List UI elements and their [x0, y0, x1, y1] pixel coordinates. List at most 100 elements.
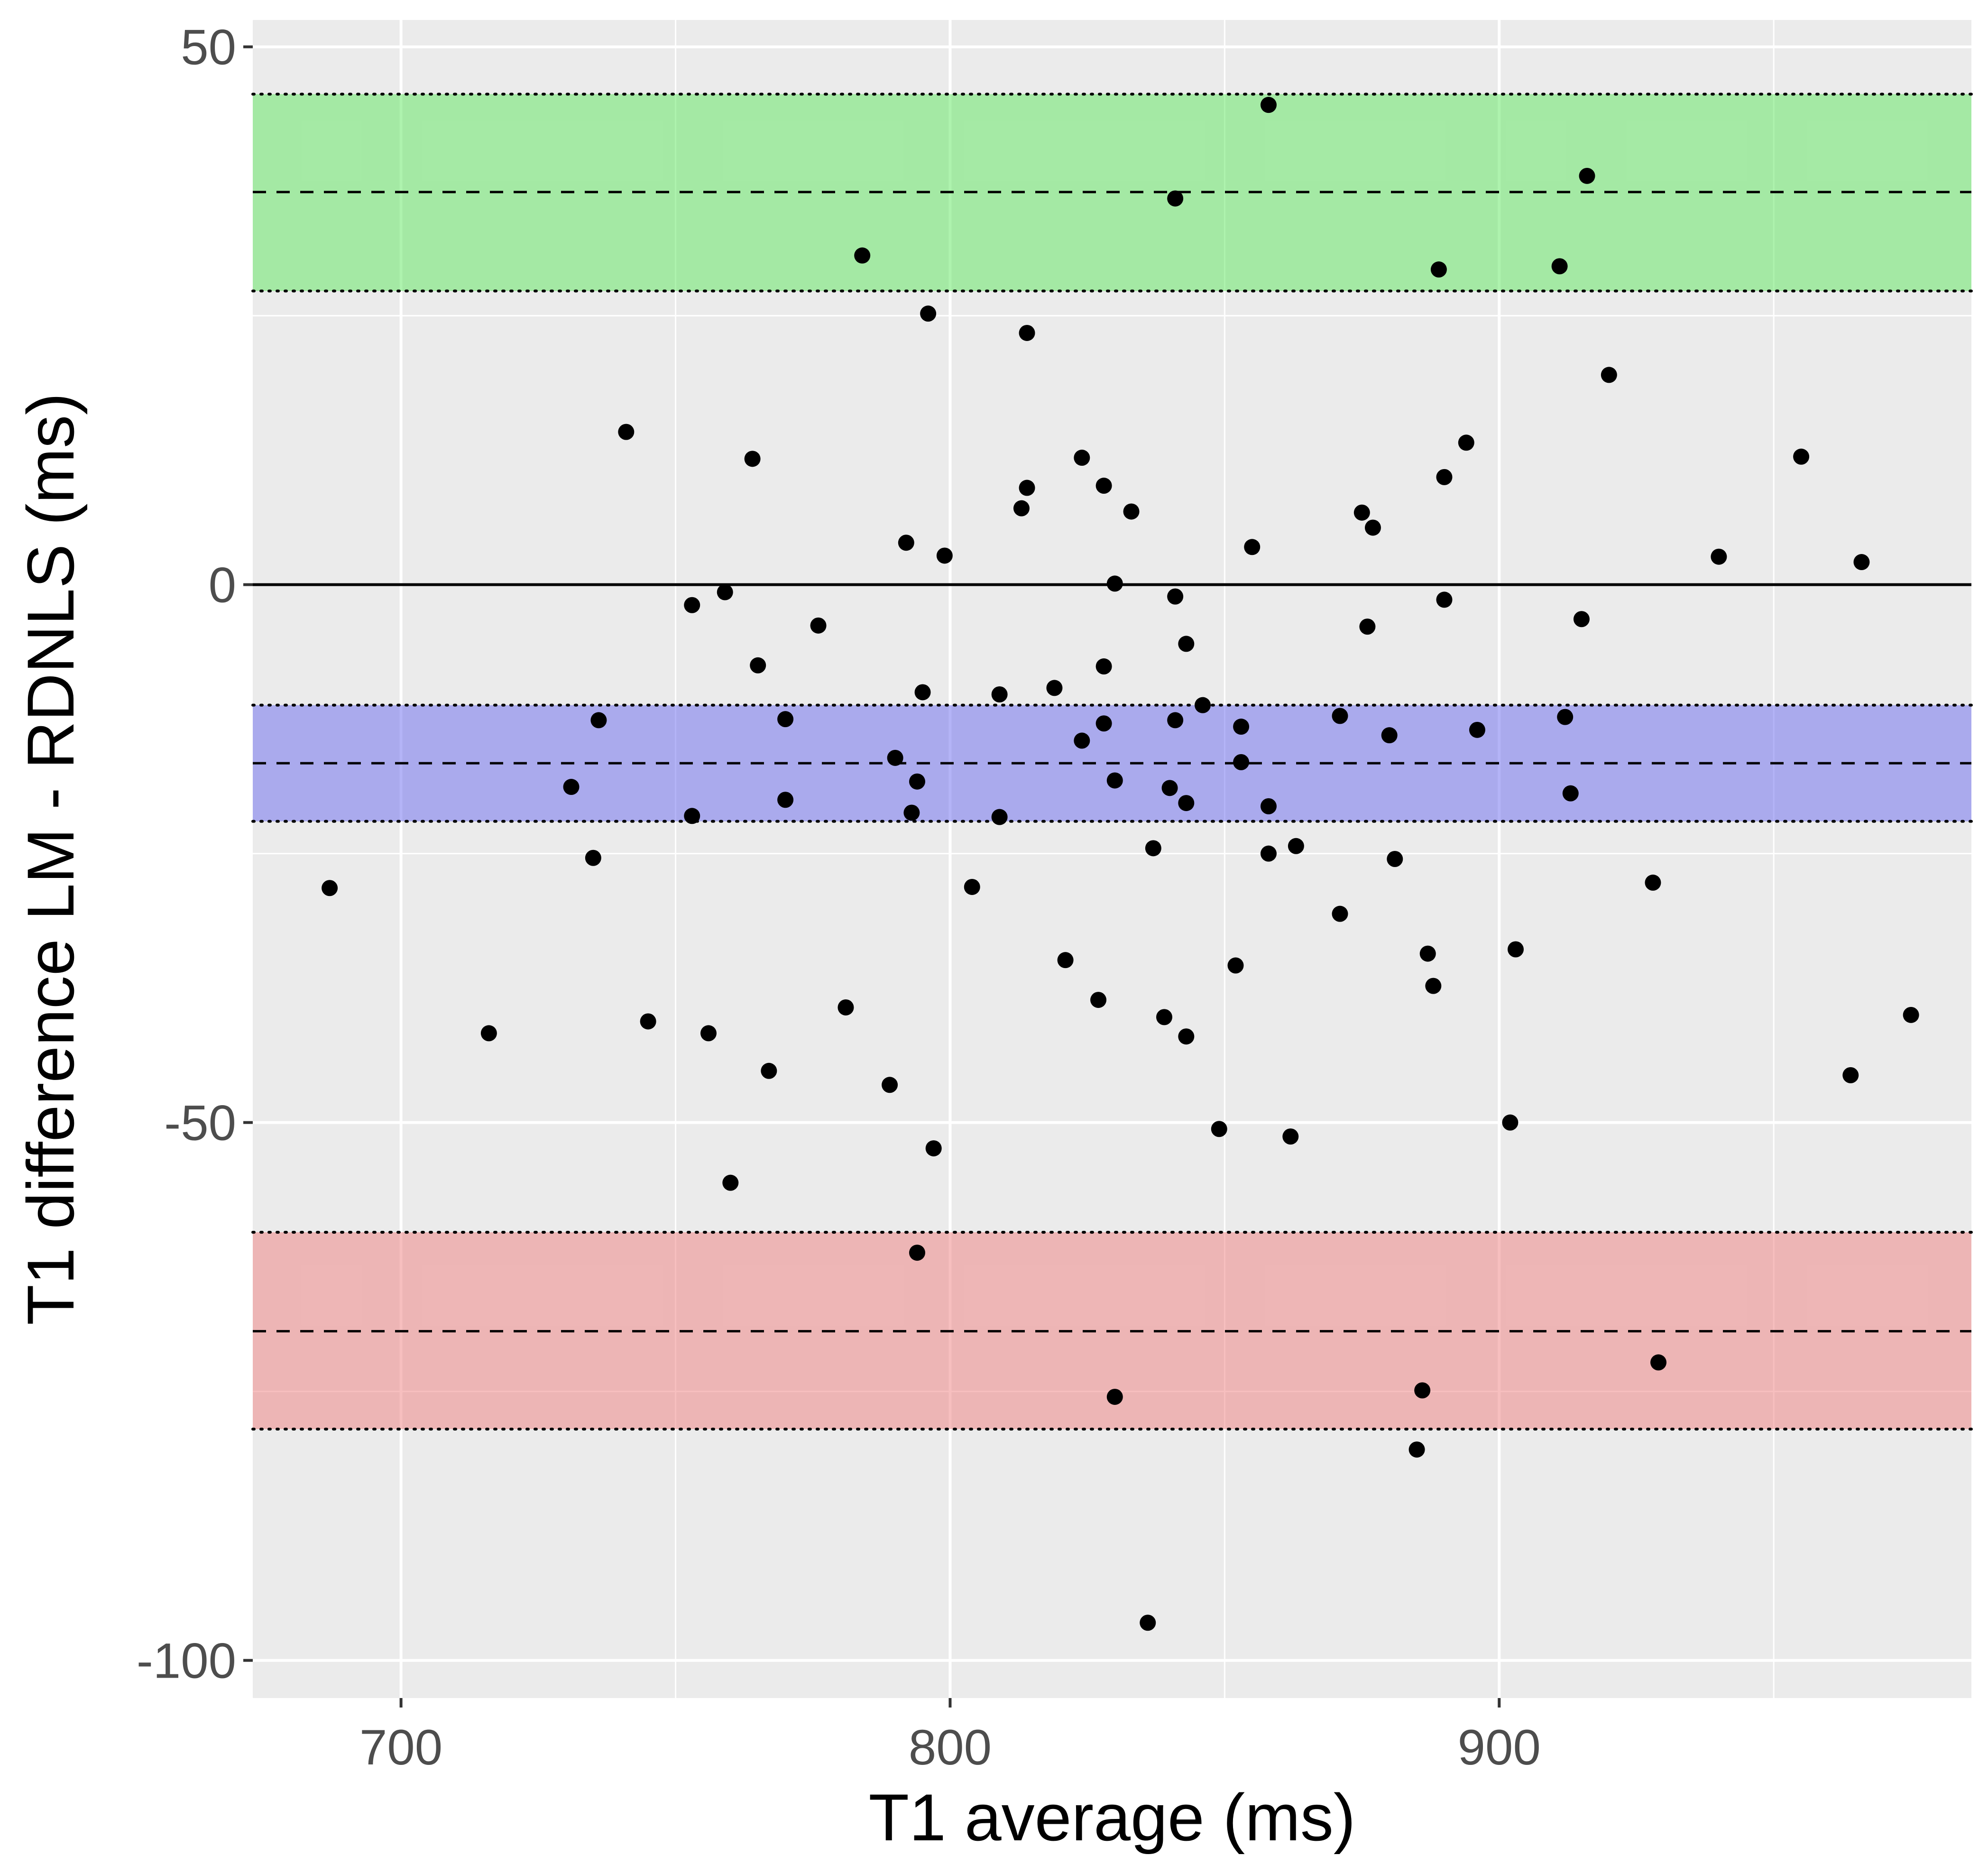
data-point	[920, 305, 937, 322]
data-point	[936, 547, 953, 564]
data-point	[1123, 503, 1140, 520]
data-point	[1645, 874, 1661, 891]
data-point	[722, 1174, 739, 1191]
data-point	[1057, 952, 1074, 969]
x-axis-ticks: 700 800 900	[359, 1698, 1541, 1775]
data-point	[1282, 1128, 1299, 1145]
data-point	[1650, 1354, 1667, 1371]
data-point	[1095, 715, 1112, 732]
data-point	[1436, 591, 1453, 608]
data-point	[777, 792, 794, 808]
x-tick-label: 900	[1458, 1720, 1541, 1775]
data-point	[1601, 367, 1617, 383]
data-point	[887, 749, 903, 766]
data-point	[1502, 1114, 1519, 1131]
x-tick-label: 700	[359, 1720, 442, 1775]
data-point	[903, 804, 920, 821]
x-tick-label: 800	[909, 1720, 992, 1775]
data-point	[898, 535, 914, 551]
data-point	[750, 657, 766, 674]
data-point	[1430, 261, 1447, 278]
data-point	[810, 617, 827, 634]
data-point	[1019, 324, 1035, 341]
data-point	[1353, 504, 1370, 521]
data-point	[1408, 1441, 1425, 1458]
data-point	[914, 684, 931, 701]
y-axis-title: T1 difference LM - RDNLS (ms)	[13, 393, 88, 1325]
data-point	[1167, 712, 1184, 729]
data-point	[1167, 190, 1184, 207]
data-point	[618, 424, 635, 440]
data-point	[777, 711, 794, 728]
data-point	[1227, 957, 1244, 974]
y-tick-label: -100	[137, 1634, 236, 1689]
data-point	[1436, 469, 1453, 485]
data-point	[1233, 719, 1250, 735]
data-point	[1579, 167, 1595, 184]
data-point	[838, 999, 854, 1015]
data-point	[1260, 97, 1277, 113]
data-point	[1106, 772, 1123, 789]
data-point	[1244, 539, 1261, 555]
data-point	[684, 808, 700, 824]
y-tick-label: 0	[209, 558, 236, 613]
data-point	[1508, 941, 1524, 958]
data-point	[1359, 619, 1376, 635]
data-point	[640, 1013, 656, 1030]
agreement-bands	[251, 92, 1973, 1431]
data-point	[1233, 754, 1250, 770]
data-point	[744, 451, 761, 467]
data-point	[854, 247, 871, 264]
data-point	[1019, 480, 1035, 496]
data-point	[925, 1140, 942, 1157]
data-point	[1090, 992, 1107, 1008]
data-point	[1178, 795, 1195, 812]
data-point	[322, 880, 338, 896]
data-point	[1425, 978, 1442, 994]
data-points	[322, 97, 1919, 1631]
data-point	[1178, 636, 1195, 652]
data-point	[1364, 519, 1381, 536]
data-point	[761, 1062, 777, 1079]
data-point	[964, 878, 980, 895]
data-point	[1156, 1009, 1172, 1025]
data-point	[1332, 905, 1348, 922]
data-point	[1140, 1615, 1156, 1631]
x-axis-title: T1 average (ms)	[869, 1780, 1356, 1855]
data-point	[1419, 945, 1436, 962]
data-point	[1106, 575, 1123, 592]
data-point	[1161, 780, 1178, 796]
data-point	[700, 1025, 717, 1042]
data-point	[1551, 258, 1568, 275]
data-point	[1573, 611, 1590, 628]
data-point	[1381, 727, 1398, 744]
data-point	[1074, 450, 1090, 466]
y-tick-label: -50	[164, 1096, 236, 1151]
data-point	[590, 712, 607, 729]
data-point	[585, 849, 601, 866]
data-point	[1288, 838, 1304, 854]
data-point	[563, 779, 580, 795]
data-point	[1562, 785, 1579, 802]
data-point	[1178, 1028, 1195, 1045]
data-point	[1260, 798, 1277, 814]
data-point	[882, 1077, 898, 1093]
data-point	[1095, 478, 1112, 494]
data-point	[1458, 434, 1474, 451]
y-axis-ticks: -100 -50 0 50	[137, 20, 253, 1689]
data-point	[1074, 732, 1090, 749]
data-point	[1145, 840, 1161, 857]
data-point	[1903, 1006, 1919, 1023]
data-point	[1332, 708, 1348, 724]
data-point	[1557, 709, 1574, 725]
data-point	[1195, 697, 1211, 713]
data-point	[1842, 1067, 1859, 1083]
data-point	[480, 1025, 497, 1042]
data-point	[1167, 588, 1184, 605]
data-point	[1414, 1382, 1431, 1399]
data-point	[1260, 845, 1277, 862]
data-point	[1387, 851, 1403, 867]
data-point	[1469, 721, 1485, 738]
data-point	[1853, 554, 1870, 571]
